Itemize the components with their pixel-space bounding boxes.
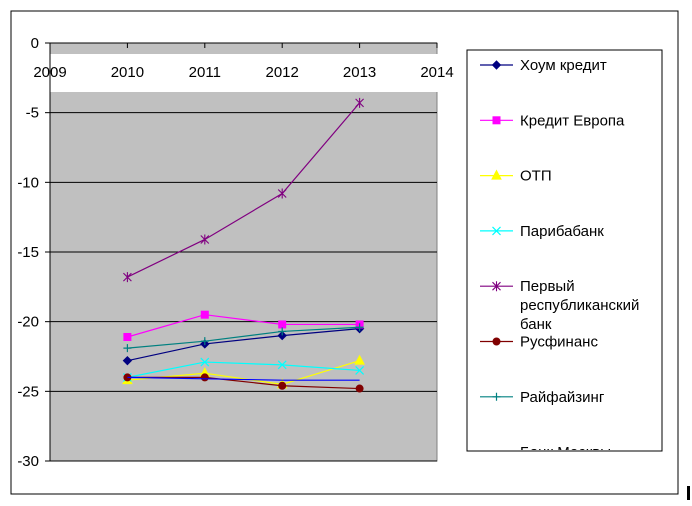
data-point — [200, 357, 210, 367]
legend-marker — [491, 169, 502, 180]
legend-marker — [492, 392, 501, 401]
x-axis-label-band — [24, 54, 446, 92]
data-point — [355, 366, 365, 375]
data-point — [200, 234, 210, 245]
y-tick-label: 0 — [31, 35, 39, 52]
corner-mark — [687, 486, 690, 500]
series-line — [127, 361, 360, 378]
axis-ticks: 0 -5 -10 -15 -20 -25 -30 2009 2010 2011 2012 2013 20… — [17, 35, 453, 470]
data-point — [277, 360, 287, 370]
legend-label: Русфинанс — [520, 334, 598, 351]
series-line — [127, 376, 360, 390]
legend-label: Первый — [520, 278, 575, 295]
legend-label: Кредит Европа — [520, 112, 625, 129]
legend-marker — [492, 226, 501, 236]
y-tick-label: -25 — [17, 383, 39, 400]
x-tick-label: 2014 — [420, 64, 453, 81]
data-point — [278, 327, 287, 336]
legend-label: Хоум кредит — [520, 57, 607, 74]
data-point — [355, 384, 364, 393]
series-line — [127, 376, 360, 381]
y-tick-label: -5 — [26, 105, 39, 122]
data-point — [200, 310, 209, 319]
gridlines — [50, 112, 437, 462]
legend-marker — [492, 116, 501, 125]
legend-label: Райфайзинг — [520, 389, 605, 406]
data-point — [278, 381, 287, 390]
data-point — [123, 272, 132, 283]
data-point — [278, 320, 287, 329]
data-point — [123, 332, 132, 341]
legend: Хоум кредит Кредит Европа ОТП Парибабанк Пер… — [480, 57, 639, 461]
data-point — [354, 354, 365, 365]
y-tick-label: -15 — [17, 244, 39, 261]
data-point — [277, 188, 287, 199]
x-tick-label: 2010 — [111, 64, 144, 81]
x-tick-label: 2009 — [33, 64, 66, 81]
data-point — [355, 323, 364, 332]
data-point — [123, 344, 132, 353]
legend-label: ОТП — [520, 168, 552, 185]
y-tick-label: -30 — [17, 453, 39, 470]
y-tick-label: -20 — [17, 314, 39, 331]
legend-label: Банк Москвы — [520, 444, 611, 461]
data-point — [200, 373, 209, 382]
data-point — [122, 355, 133, 366]
legend-marker — [491, 60, 502, 70]
y-tick-label: -10 — [17, 174, 39, 191]
series-line — [127, 314, 360, 338]
legend-label: банк — [520, 316, 552, 333]
series-group — [122, 97, 365, 393]
series-line — [127, 102, 361, 278]
data-point — [277, 330, 287, 341]
x-tick-label: 2011 — [189, 64, 221, 81]
series-line — [127, 328, 360, 362]
series-line — [127, 326, 360, 349]
x-tick-label: 2012 — [266, 64, 299, 81]
legend-marker — [492, 337, 501, 346]
data-point — [355, 97, 364, 108]
legend-marker — [492, 281, 501, 292]
series-line — [127, 360, 360, 385]
data-point — [200, 337, 209, 346]
x-tick-label: 2013 — [343, 64, 376, 81]
legend-label: республиканский — [520, 297, 639, 314]
legend-label: Парибабанк — [520, 223, 604, 240]
